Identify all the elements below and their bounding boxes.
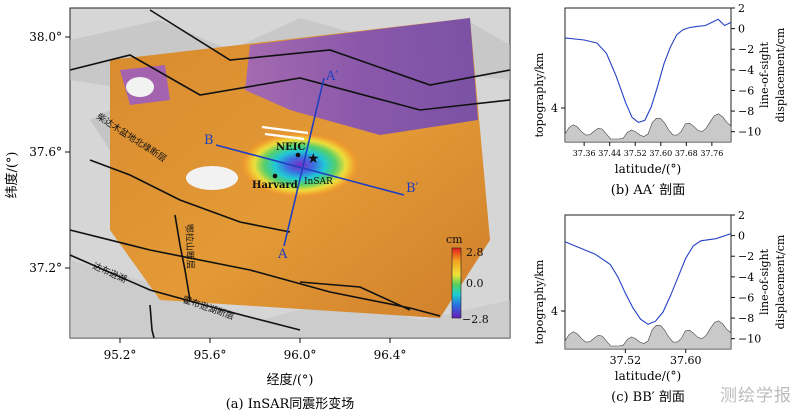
map-xtick-2: 95.6° [194, 348, 227, 362]
colorbar-tick-min: −2.8 [462, 313, 489, 326]
map-xlabel: 经度/(°) [266, 372, 313, 388]
bb-ylabel-left: topography/km [533, 259, 546, 344]
aa-left-tick: 4 [551, 102, 558, 115]
aa-x-tick: 37.60 [649, 149, 672, 158]
aa-ylabel-right-1: line-of-sight [758, 41, 771, 108]
profile-bb-displacement-line [564, 233, 732, 325]
bb-right-tick: 0 [738, 230, 745, 243]
colorbar-unit: cm [446, 233, 463, 246]
surface-rupture-2 [264, 132, 305, 141]
fault-lines [69, 9, 511, 339]
bb-right-tick: −10 [738, 333, 761, 346]
neic-epicenter-marker [295, 152, 301, 158]
label-b: B [204, 133, 214, 148]
profile-aa-line [283, 77, 325, 247]
profile-bb-line [215, 144, 405, 196]
profile-aa-panel: 37.36 37.44 37.52 37.60 37.68 37.76 2 0 −2 −4 −6 −… [533, 2, 787, 198]
bb-xlabel: latitude/(°) [615, 369, 681, 383]
label-b-prime: B′ [406, 181, 419, 196]
colorbar-tick-max: 2.8 [466, 246, 484, 259]
aa-x-tick: 37.68 [675, 149, 698, 158]
colorbar-tick-zero: 0.0 [466, 277, 484, 290]
map-xtick-1: 95.2° [104, 348, 137, 362]
map-ytick-3: 37.2° [29, 261, 62, 275]
label-a-prime: A′ [325, 69, 338, 84]
bb-caption: (c) BB′ 剖面 [611, 390, 685, 405]
lake-1 [126, 77, 154, 97]
surface-rupture-1 [261, 125, 309, 135]
aa-ylabel-right-2: displacement/cm [774, 27, 787, 122]
harvard-label: Harvard [252, 180, 298, 191]
bb-x-tick: 37.52 [610, 354, 642, 367]
insar-map-panel: A A′ B B′ NEIC Harvard ★ InSAR 柴达木盆地北缘断层… [4, 7, 511, 412]
bb-left-tick: 4 [551, 305, 558, 318]
profile-bb-frame [564, 214, 732, 350]
profile-bb-topography [564, 320, 732, 350]
deformation-rings [238, 131, 362, 199]
bb-right-tick: −8 [738, 312, 754, 325]
aa-right-tick: −6 [738, 84, 754, 97]
uplift-lobe [245, 18, 478, 135]
aa-right-tick: −4 [738, 64, 754, 77]
neic-label: NEIC [276, 142, 305, 153]
harvard-epicenter-marker [272, 173, 278, 179]
aa-x-tick: 37.76 [700, 149, 723, 158]
aa-ylabel-left: topography/km [533, 52, 546, 137]
lake-2 [186, 166, 238, 190]
bb-x-tick: 37.60 [670, 354, 702, 367]
map-ylabel: 纬度/(°) [4, 151, 20, 198]
watermark: 测绘学报 [720, 386, 792, 406]
profile-aa-topography [564, 113, 732, 143]
aa-right-tick: −8 [738, 105, 754, 118]
aa-right-tick: −10 [738, 126, 761, 139]
aa-x-tick: 37.44 [598, 149, 621, 158]
aa-xlabel: latitude/(°) [615, 162, 681, 176]
bb-right-tick: −6 [738, 291, 754, 304]
map-xtick-4: 96.4° [374, 348, 407, 362]
fault-label-ela: 鄂拉山断层 [183, 224, 197, 269]
aa-right-tick: 2 [738, 2, 745, 15]
insar-label: InSAR [304, 177, 333, 187]
insar-epicenter-star-icon: ★ [307, 151, 320, 167]
bb-ylabel-right-2: displacement/cm [774, 234, 787, 329]
aa-right-tick: −2 [738, 43, 754, 56]
aa-right-tick: 0 [738, 23, 745, 36]
aa-x-tick: 37.52 [624, 149, 647, 158]
profile-bb-panel: 37.52 37.60 2 0 −2 −4 −6 −8 −10 4 topography/km… [533, 209, 787, 405]
bb-ylabel-right-1: line-of-sight [758, 248, 771, 315]
profile-aa-displacement-line [564, 18, 732, 124]
label-a: A [277, 247, 288, 262]
map-ytick-2: 37.6° [29, 145, 62, 159]
bb-right-tick: 2 [738, 209, 745, 222]
profile-aa-frame [564, 7, 732, 143]
bb-right-tick: −4 [738, 271, 754, 284]
map-caption: (a) InSAR同震形变场 [226, 396, 355, 412]
bb-right-tick: −2 [738, 250, 754, 263]
colorbar [451, 247, 462, 319]
map-ytick-1: 38.0° [29, 30, 62, 44]
map-xtick-3: 96.0° [284, 348, 317, 362]
aa-x-tick: 37.36 [573, 149, 596, 158]
aa-caption: (b) AA′ 剖面 [611, 183, 685, 198]
